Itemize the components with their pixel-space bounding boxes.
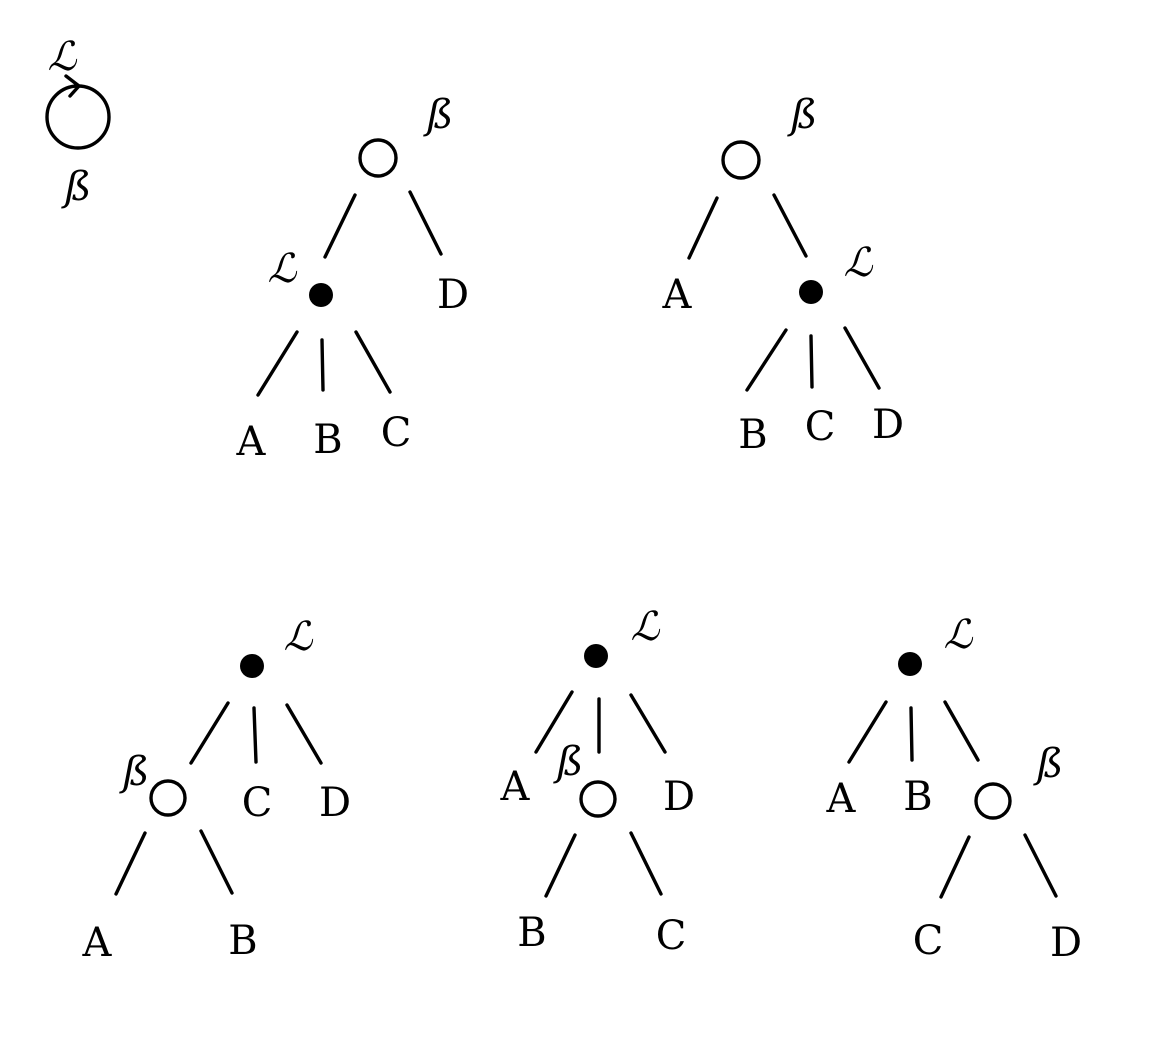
tree-1-edge — [408, 190, 443, 256]
tree-2-root-open-node — [721, 140, 761, 180]
tree-5-root-label: ℒ — [944, 612, 974, 658]
tree-2-leaf: A — [662, 272, 693, 318]
legend-cycle-circle — [45, 84, 111, 150]
tree-5-leaf: A — [826, 776, 857, 822]
legend: ℒ ß — [45, 34, 111, 210]
tree-1-root-label: ß — [423, 92, 454, 138]
tree-1-leaf: B — [313, 417, 342, 463]
tree-1-child-filled-node — [309, 283, 333, 307]
tree-2-leaf: B — [738, 412, 767, 458]
tree-1-edge — [354, 330, 392, 394]
tree-4: ℒ A ß D B C — [500, 604, 695, 959]
tree-3-edge — [189, 701, 230, 765]
tree-5-leaf: C — [913, 918, 944, 964]
tree-4-child-label: ß — [553, 739, 584, 785]
tree-1-edge — [320, 338, 325, 392]
tree-3-leaf: A — [82, 920, 113, 966]
legend-top-label: ℒ — [48, 34, 78, 80]
tree-2-child-label: ℒ — [844, 240, 874, 286]
tree-5-child-label: ß — [1033, 741, 1064, 787]
tree-3-root-filled-node — [240, 654, 264, 678]
tree-3-root-label: ℒ — [284, 614, 314, 660]
tree-1-edge — [256, 330, 299, 397]
tree-5-edge — [847, 700, 888, 764]
tree-5-edge — [1023, 833, 1058, 898]
tree-3-edge — [114, 831, 147, 896]
tree-4-edge — [544, 833, 577, 898]
tree-5-leaf: D — [1050, 920, 1082, 966]
tree-2-edge — [687, 196, 719, 260]
tree-2-leaf: D — [872, 402, 904, 448]
tree-3: ℒ ß C D A B — [82, 614, 351, 966]
tree-3-edge — [252, 706, 258, 764]
legend-arrowhead-icon — [64, 74, 82, 98]
tree-2: ß A ℒ B C D — [662, 92, 904, 458]
tree-1-child-label: ℒ — [268, 246, 298, 292]
tree-4-leaf: B — [517, 910, 546, 956]
tree-5-child-open-node — [974, 782, 1012, 820]
tree-4-root-label: ℒ — [631, 604, 661, 650]
legend-bottom-label: ß — [61, 164, 92, 210]
tree-1-edge — [323, 193, 357, 259]
tree-5-root-filled-node — [898, 652, 922, 676]
tree-4-leaf: C — [656, 913, 687, 959]
tree-1-root-open-node — [358, 138, 398, 178]
tree-4-root-filled-node — [584, 644, 608, 668]
tree-2-child-filled-node — [799, 280, 823, 304]
tree-2-edge — [843, 326, 881, 390]
tree-3-leaf: C — [242, 780, 273, 826]
tree-4-leaf: D — [663, 774, 695, 820]
tree-3-edge — [285, 703, 323, 765]
tree-2-edge — [745, 328, 788, 392]
tree-3-child-open-node — [149, 779, 187, 817]
tree-1-leaf: A — [236, 419, 267, 465]
tree-2-root-label: ß — [787, 92, 818, 138]
tree-3-leaf: D — [319, 780, 351, 826]
tree-3-child-label: ß — [119, 749, 150, 795]
tree-5-edge — [909, 706, 914, 762]
tree-3-leaf: B — [228, 918, 257, 964]
tree-2-edge — [772, 193, 808, 258]
tree-1: ß ℒ D A B C — [236, 92, 469, 465]
tree-4-edge — [629, 693, 667, 754]
tree-1-leaf: D — [437, 272, 469, 318]
tree-4-edge — [629, 831, 663, 896]
tree-2-leaf: C — [805, 404, 836, 450]
tree-5-edge — [939, 835, 971, 899]
tree-3-edge — [199, 829, 234, 895]
tree-4-leaf: A — [500, 764, 531, 810]
tree-1-leaf: C — [381, 410, 412, 456]
tree-2-edge — [809, 334, 814, 389]
tree-4-edge — [534, 690, 574, 754]
tree-4-child-open-node — [579, 780, 617, 818]
tree-5-leaf: B — [903, 774, 932, 820]
tree-5-edge — [943, 700, 980, 762]
tree-5: ℒ A B ß C D — [826, 612, 1082, 966]
